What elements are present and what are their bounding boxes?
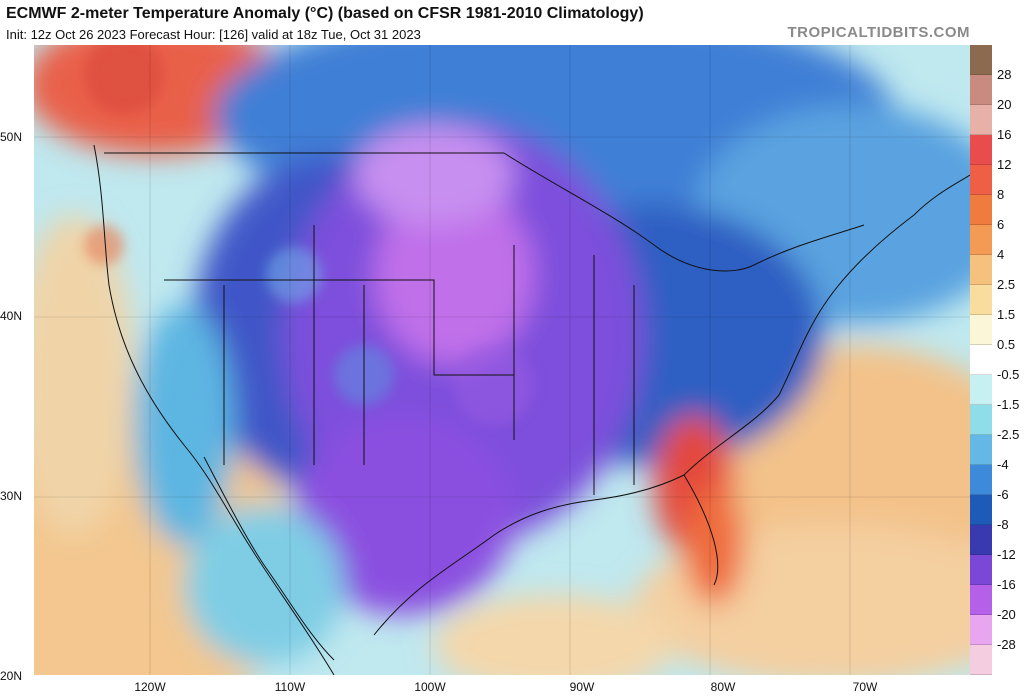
colorbar-swatch	[970, 645, 1024, 675]
colorbar-swatch	[970, 255, 1024, 285]
colorbar-color	[970, 225, 992, 255]
lat-label-50n: 50N	[0, 130, 23, 144]
colorbar-label: 16	[997, 127, 1012, 142]
colorbar-swatch	[970, 105, 1024, 135]
colorbar-color	[970, 105, 992, 135]
lon-label-80w: 80W	[710, 680, 736, 694]
colorbar-label: 20	[997, 97, 1012, 112]
colorbar-color	[970, 435, 992, 465]
colorbar-swatch	[970, 75, 1024, 105]
colorbar-color	[970, 345, 992, 375]
colorbar-label: 8	[997, 187, 1005, 202]
colorbar-color	[970, 615, 992, 645]
lon-label-100w: 100W	[414, 680, 446, 694]
colorbar-color	[970, 315, 992, 345]
lon-label-90w: 90W	[569, 680, 595, 694]
colorbar-label: 1.5	[997, 307, 1016, 322]
colorbar-label: -20	[997, 607, 1016, 622]
colorbar-swatch	[970, 465, 1024, 495]
lon-label-120w: 120W	[134, 680, 166, 694]
watermark: TROPICALTIDBITS.COM	[787, 24, 970, 41]
colorbar-swatch	[970, 375, 1024, 405]
colorbar-swatch	[970, 45, 1024, 75]
colorbar-label: 12	[997, 157, 1012, 172]
anomaly-map	[34, 45, 970, 675]
colorbar-label: -0.5	[997, 367, 1020, 382]
lon-label-70w: 70W	[852, 680, 878, 694]
colorbar-swatch	[970, 345, 1024, 375]
lat-label-30n: 30N	[0, 489, 23, 503]
colorbar-color	[970, 405, 992, 435]
colorbar-color	[970, 525, 992, 555]
lat-label-20n: 20N	[0, 669, 23, 683]
colorbar-color	[970, 75, 992, 105]
colorbar-label: -4	[997, 457, 1009, 472]
colorbar-swatch	[970, 525, 1024, 555]
colorbar-label: 0.5	[997, 337, 1016, 352]
colorbar: 28 20 16 12 8 6 4 2.5 1.5 0.5 -0.5 -1.5 -2.5 -4 -6 -8 -1…	[970, 45, 1024, 675]
colorbar-label: -6	[997, 487, 1009, 502]
colorbar-label: -12	[997, 547, 1016, 562]
lon-label-110w: 110W	[274, 680, 306, 694]
colorbar-swatch	[970, 225, 1024, 255]
colorbar-swatch	[970, 495, 1024, 525]
colorbar-swatch	[970, 405, 1024, 435]
colorbar-swatch	[970, 135, 1024, 165]
colorbar-label: 4	[997, 247, 1005, 262]
colorbar-label: -16	[997, 577, 1016, 592]
colorbar-swatch	[970, 195, 1024, 225]
colorbar-label: 28	[997, 67, 1012, 82]
colorbar-swatch	[970, 315, 1024, 345]
colorbar-swatch	[970, 555, 1024, 585]
colorbar-color	[970, 45, 992, 75]
colorbar-label: -2.5	[997, 427, 1020, 442]
colorbar-color	[970, 255, 992, 285]
colorbar-color	[970, 135, 992, 165]
colorbar-color	[970, 195, 992, 225]
colorbar-swatch	[970, 585, 1024, 615]
colorbar-swatch	[970, 435, 1024, 465]
colorbar-color	[970, 495, 992, 525]
colorbar-swatch	[970, 165, 1024, 195]
colorbar-color	[970, 285, 992, 315]
colorbar-color	[970, 645, 992, 675]
colorbar-color	[970, 555, 992, 585]
colorbar-label: -8	[997, 517, 1009, 532]
colorbar-color	[970, 465, 992, 495]
anomaly-map-graphic	[34, 45, 970, 675]
colorbar-color	[970, 375, 992, 405]
map-subtitle: Init: 12z Oct 26 2023 Forecast Hour: [12…	[6, 27, 421, 42]
colorbar-label: 2.5	[997, 277, 1016, 292]
lat-label-40n: 40N	[0, 309, 23, 323]
colorbar-swatch	[970, 285, 1024, 315]
colorbar-color	[970, 585, 992, 615]
colorbar-color	[970, 165, 992, 195]
map-title: ECMWF 2-meter Temperature Anomaly (°C) (…	[6, 5, 644, 22]
colorbar-label: -1.5	[997, 397, 1020, 412]
colorbar-swatch	[970, 615, 1024, 645]
colorbar-label: -28	[997, 637, 1016, 652]
colorbar-label: 6	[997, 217, 1005, 232]
